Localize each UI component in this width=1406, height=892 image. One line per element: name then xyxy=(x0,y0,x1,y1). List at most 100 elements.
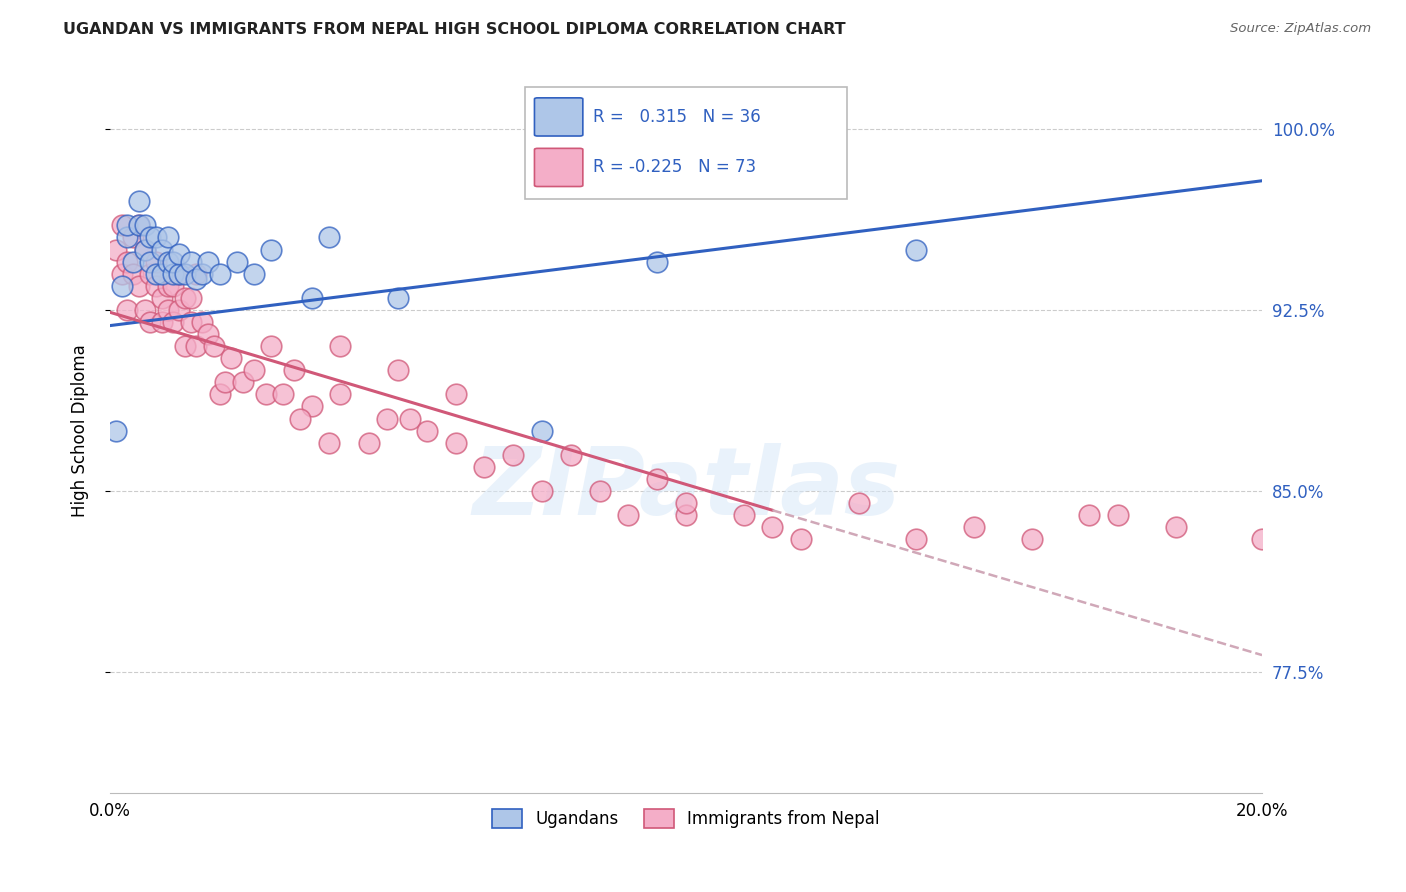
Point xyxy=(790,532,813,546)
Point xyxy=(197,254,219,268)
Point xyxy=(180,315,202,329)
Point xyxy=(122,230,145,244)
Point xyxy=(560,448,582,462)
Point xyxy=(174,291,197,305)
Point xyxy=(675,508,697,522)
Point xyxy=(134,302,156,317)
Point xyxy=(359,435,381,450)
Point xyxy=(254,387,277,401)
Point xyxy=(150,243,173,257)
Point xyxy=(156,230,179,244)
Point xyxy=(145,278,167,293)
Point xyxy=(110,267,132,281)
Point xyxy=(162,254,184,268)
Point xyxy=(117,230,139,244)
Point xyxy=(288,411,311,425)
Point xyxy=(219,351,242,366)
Point xyxy=(150,291,173,305)
Legend: Ugandans, Immigrants from Nepal: Ugandans, Immigrants from Nepal xyxy=(485,803,886,835)
Point xyxy=(174,267,197,281)
Point xyxy=(243,363,266,377)
Point xyxy=(167,302,190,317)
Point xyxy=(318,230,340,244)
Point xyxy=(128,219,150,233)
Text: Source: ZipAtlas.com: Source: ZipAtlas.com xyxy=(1230,22,1371,36)
Y-axis label: High School Diploma: High School Diploma xyxy=(72,344,89,517)
Point xyxy=(387,291,409,305)
Point xyxy=(675,496,697,510)
Point xyxy=(318,435,340,450)
Point xyxy=(963,520,986,534)
Point xyxy=(1021,532,1043,546)
Point xyxy=(905,532,928,546)
Point xyxy=(110,278,132,293)
Point xyxy=(117,302,139,317)
Point xyxy=(645,254,668,268)
Point xyxy=(145,254,167,268)
Point xyxy=(134,243,156,257)
Point xyxy=(128,278,150,293)
Point xyxy=(156,254,179,268)
Point xyxy=(260,243,283,257)
Point xyxy=(208,387,231,401)
Point xyxy=(617,508,640,522)
Point xyxy=(156,278,179,293)
Point xyxy=(232,376,254,390)
Point xyxy=(110,219,132,233)
Point xyxy=(588,483,610,498)
Point xyxy=(150,267,173,281)
Point xyxy=(150,315,173,329)
Point xyxy=(186,271,208,285)
Point xyxy=(174,339,197,353)
Point xyxy=(905,243,928,257)
Point xyxy=(162,267,184,281)
Point xyxy=(186,267,208,281)
Point xyxy=(733,508,755,522)
Point xyxy=(162,278,184,293)
Point xyxy=(117,254,139,268)
Point xyxy=(214,376,236,390)
Point xyxy=(122,267,145,281)
Point xyxy=(167,247,190,261)
Point xyxy=(134,243,156,257)
Point xyxy=(167,267,190,281)
Point xyxy=(387,363,409,377)
Point xyxy=(645,472,668,486)
Point xyxy=(191,315,214,329)
Point xyxy=(104,243,127,257)
Point xyxy=(329,387,352,401)
Point xyxy=(156,302,179,317)
Point xyxy=(145,230,167,244)
Point xyxy=(474,459,496,474)
Point xyxy=(191,267,214,281)
Point xyxy=(180,291,202,305)
Point xyxy=(134,219,156,233)
Point xyxy=(531,483,554,498)
Point xyxy=(260,339,283,353)
Point xyxy=(1107,508,1129,522)
Point xyxy=(1251,532,1274,546)
Point xyxy=(271,387,294,401)
Point xyxy=(375,411,398,425)
Text: ZIPatlas: ZIPatlas xyxy=(472,442,900,534)
Point xyxy=(444,435,467,450)
Point xyxy=(180,254,202,268)
Point xyxy=(301,400,323,414)
Point xyxy=(117,219,139,233)
Point xyxy=(283,363,305,377)
Point xyxy=(1078,508,1101,522)
Point xyxy=(162,315,184,329)
Point xyxy=(848,496,870,510)
Point xyxy=(444,387,467,401)
Point xyxy=(502,448,524,462)
Point xyxy=(139,267,162,281)
Text: UGANDAN VS IMMIGRANTS FROM NEPAL HIGH SCHOOL DIPLOMA CORRELATION CHART: UGANDAN VS IMMIGRANTS FROM NEPAL HIGH SC… xyxy=(63,22,846,37)
Point xyxy=(104,424,127,438)
Point xyxy=(301,291,323,305)
Point xyxy=(202,339,225,353)
Point xyxy=(145,267,167,281)
Point xyxy=(139,254,162,268)
Point xyxy=(128,194,150,209)
Point xyxy=(243,267,266,281)
Point xyxy=(225,254,247,268)
